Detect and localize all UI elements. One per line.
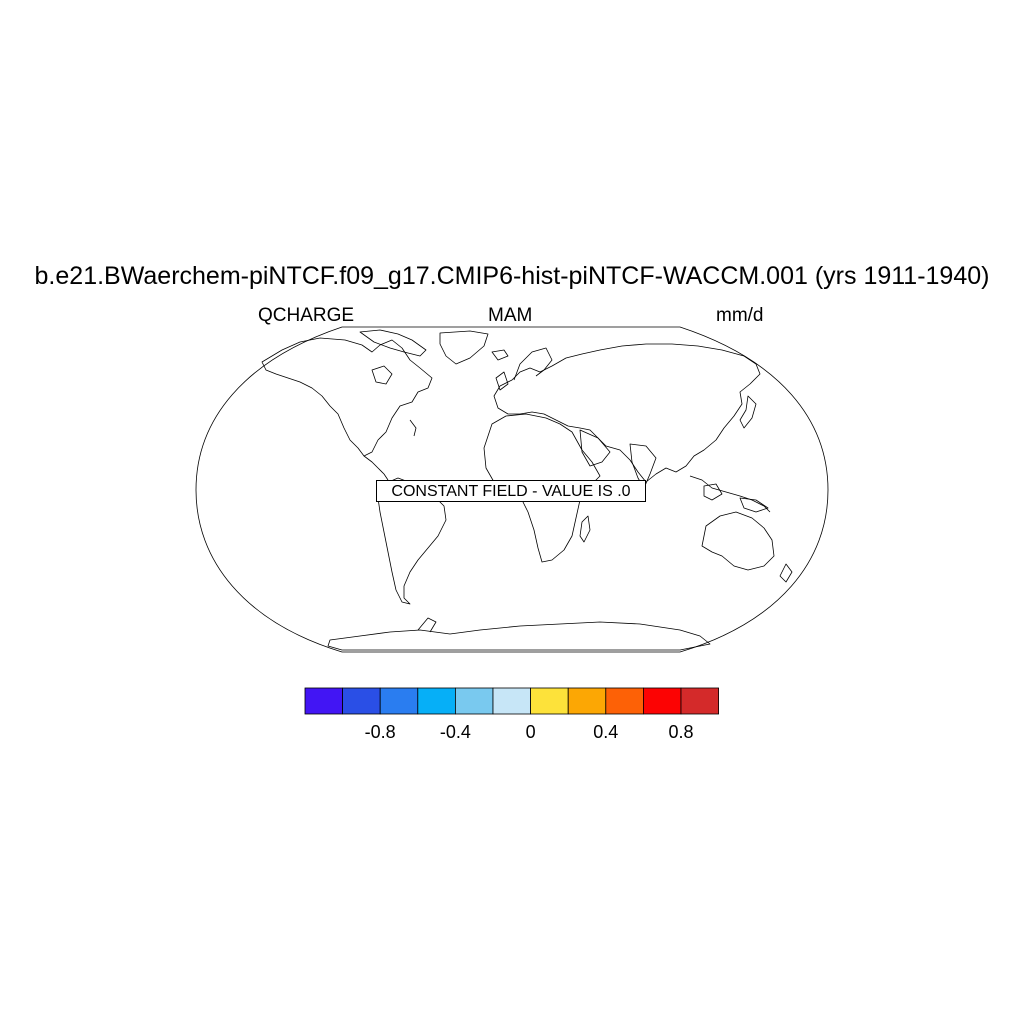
florida-coast	[409, 419, 417, 437]
antarctic-peninsula	[417, 617, 437, 633]
antarctica-coast	[327, 621, 711, 651]
colorbar-tick-label: 0.4	[593, 722, 618, 742]
greenland-coast	[439, 330, 489, 365]
colorbar-box	[605, 687, 644, 715]
colorbar-tick-label: -0.4	[440, 722, 471, 742]
colorbar-box	[492, 687, 531, 715]
colorbar-box	[680, 687, 719, 715]
british-isles	[495, 371, 509, 391]
season-label: MAM	[488, 305, 533, 326]
colorbar-box	[454, 687, 494, 715]
colorbar-box	[417, 687, 456, 715]
australia-coast	[701, 511, 775, 571]
colorbar-box	[304, 687, 343, 715]
colorbar-tick-label: 0.8	[668, 722, 693, 742]
japan-coast	[739, 395, 757, 429]
colorbar-tick-label: -0.8	[365, 722, 396, 742]
units-label: mm/d	[716, 305, 764, 326]
variable-label: QCHARGE	[258, 305, 355, 326]
madagascar-coast	[579, 515, 591, 543]
colorbar-box	[530, 687, 569, 715]
hudson-bay	[371, 365, 393, 385]
colorbar-box	[379, 687, 419, 715]
colorbar-box	[643, 687, 682, 715]
new-zealand-coast	[779, 563, 793, 583]
colorbar-tick-label: 0	[526, 722, 536, 742]
scandinavia-coast	[513, 347, 553, 381]
constant-field-note: CONSTANT FIELD - VALUE IS .0	[376, 480, 646, 502]
colorbar-box	[567, 687, 607, 715]
north-america-coast	[261, 337, 433, 457]
plot-title: b.e21.BWaerchem-piNTCF.f09_g17.CMIP6-his…	[34, 262, 990, 290]
coastlines	[261, 329, 793, 651]
new-guinea-coast	[739, 497, 769, 513]
indian-subcontinent	[629, 443, 657, 489]
arabian-peninsula	[579, 429, 611, 467]
southeast-asia-islands	[689, 475, 771, 513]
borneo-coast	[703, 483, 723, 501]
eurasia-coast	[493, 343, 761, 483]
colorbar-box	[342, 687, 381, 715]
central-america-coast	[363, 455, 389, 481]
iceland-coast	[491, 349, 509, 361]
canadian-islands	[359, 329, 427, 357]
